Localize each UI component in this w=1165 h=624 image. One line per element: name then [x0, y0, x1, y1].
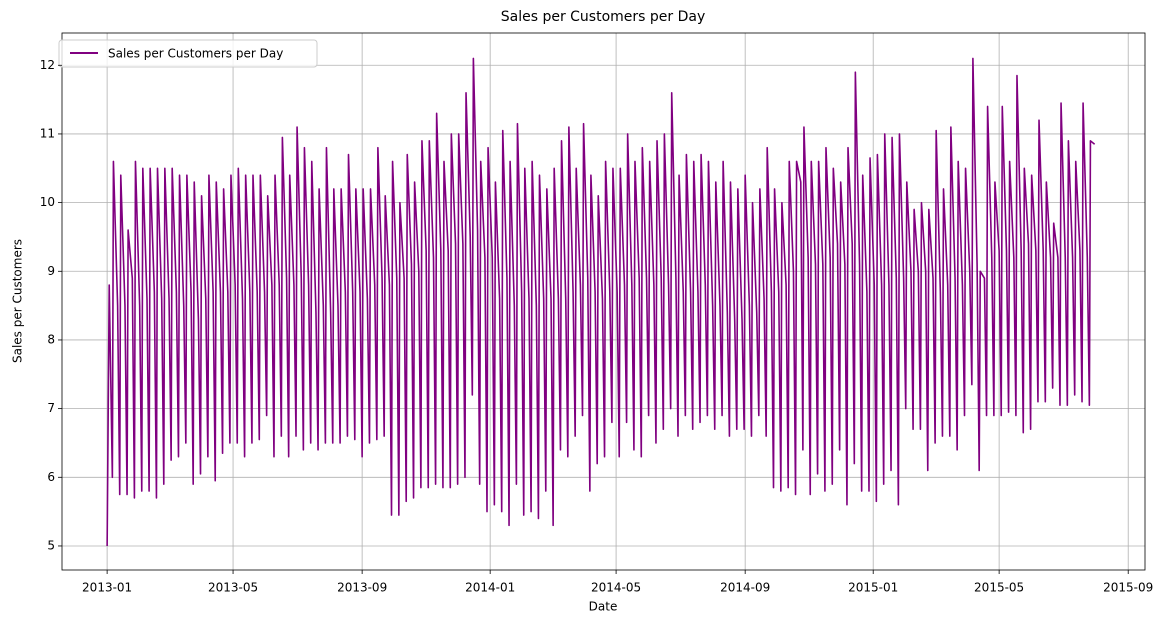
x-tick-label: 2013-09	[337, 581, 387, 595]
x-tick-label: 2014-09	[720, 581, 770, 595]
x-tick-label: 2015-05	[974, 581, 1024, 595]
data-line	[106, 57, 1096, 546]
x-tick-label: 2013-01	[82, 581, 132, 595]
y-tick-label: 10	[40, 195, 55, 209]
x-tick-label: 2015-01	[848, 581, 898, 595]
axes-frame	[61, 32, 1146, 571]
x-tick-label: 2015-09	[1103, 581, 1153, 595]
y-axis-label: Sales per Customers	[11, 239, 25, 363]
x-tick-label: 2013-05	[208, 581, 258, 595]
x-tick-label: 2014-01	[465, 581, 515, 595]
legend-label: Sales per Customers per Day	[108, 47, 283, 61]
y-tick-label: 9	[47, 264, 55, 278]
y-tick-label: 8	[47, 332, 55, 346]
y-tick-label: 6	[47, 470, 55, 484]
x-axis-label: Date	[589, 600, 618, 614]
chart-title: Sales per Customers per Day	[501, 9, 706, 25]
x-tick-label: 2014-05	[591, 581, 641, 595]
y-tick-label: 5	[47, 538, 55, 552]
y-tick-label: 7	[47, 401, 55, 415]
y-tick-label: 11	[40, 126, 55, 140]
plot-area	[106, 57, 1096, 546]
legend-box	[58, 39, 318, 68]
legend: Sales per Customers per Day	[58, 39, 318, 68]
y-tick-label: 12	[40, 58, 55, 72]
